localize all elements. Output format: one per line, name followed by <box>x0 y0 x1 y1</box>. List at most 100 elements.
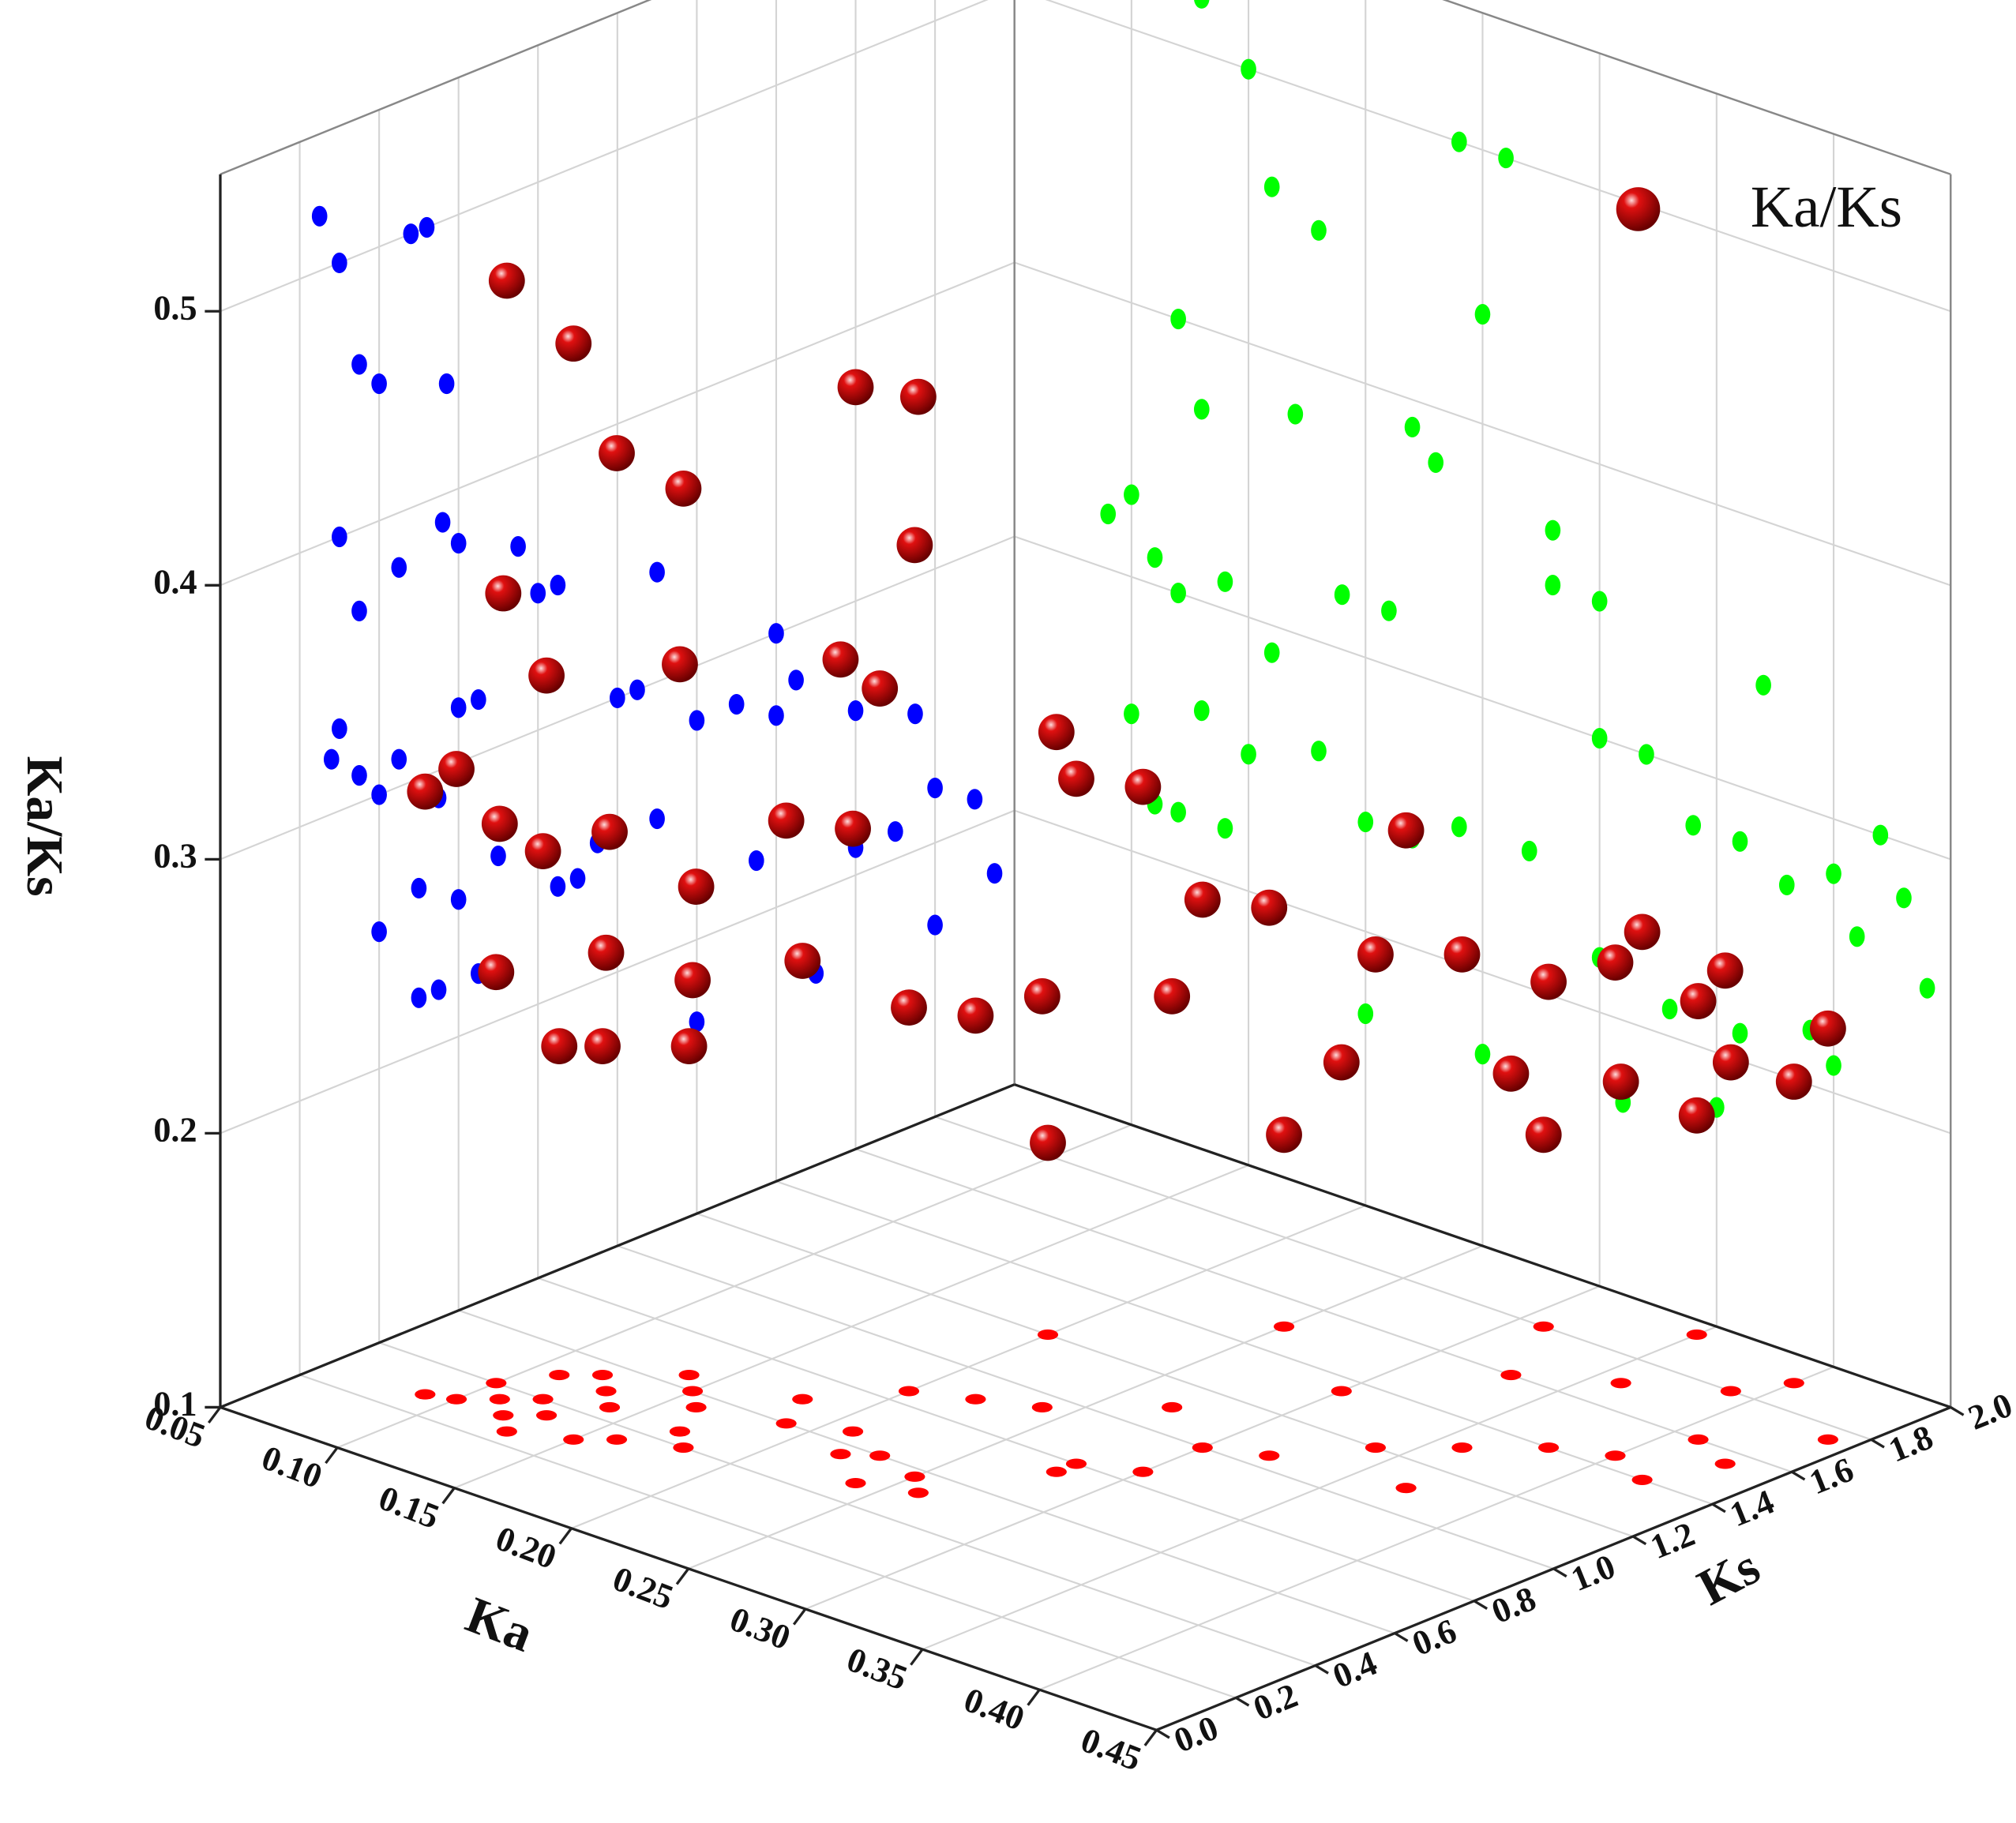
ka-wall-projection <box>1474 304 1491 325</box>
ka-wall-projection <box>1241 744 1256 765</box>
floor-projection <box>1451 1442 1473 1454</box>
grid-line <box>220 261 1016 587</box>
ka-wall-projection <box>1287 403 1304 425</box>
ka-wall-projection <box>1194 0 1210 9</box>
grid-line <box>617 1245 1554 1570</box>
z-tick-label: 0.4 <box>153 562 197 601</box>
data-point <box>591 813 628 850</box>
grid-line <box>1045 0 1951 313</box>
floor-projection <box>1259 1450 1280 1461</box>
ks-wall-projection <box>332 526 347 548</box>
ks-wall-projection <box>927 777 943 799</box>
floor-projection <box>678 1370 700 1381</box>
floor-projection <box>1037 1329 1059 1341</box>
data-point <box>1030 1124 1066 1161</box>
frame-edge <box>1014 1083 1951 1409</box>
data-point <box>1712 1044 1749 1081</box>
data-point <box>1124 768 1162 805</box>
ka-wall-projection <box>1193 399 1210 420</box>
z-tick-label: 0.1 <box>153 1385 197 1424</box>
ka-wall-projection <box>1263 642 1280 663</box>
ka-wall-projection <box>1311 741 1327 762</box>
ka-wall-projection <box>1357 811 1374 833</box>
data-point <box>599 435 635 471</box>
ka-wall-projection <box>1311 219 1327 241</box>
y-tick-label: 1.6 <box>1804 1450 1859 1502</box>
floor-projection <box>1273 1321 1295 1332</box>
ka-wall-projection <box>1872 824 1889 846</box>
y-tick <box>1473 1600 1489 1610</box>
y-tick-label: 1.4 <box>1725 1482 1780 1534</box>
ka-wall-projection <box>1170 308 1186 330</box>
ka-wall-projection <box>1826 1055 1841 1076</box>
data-point <box>555 325 592 362</box>
ka-wall-projection <box>1732 831 1748 852</box>
y-tick-label: 1.8 <box>1883 1418 1939 1470</box>
legend-label: Ka/Ks <box>1751 174 1902 240</box>
ks-wall-projection <box>530 583 546 604</box>
ka-wall-projection <box>1170 583 1186 604</box>
ka-wall-projection <box>1545 520 1561 541</box>
data-point <box>407 773 444 810</box>
floor-projection <box>1031 1401 1053 1412</box>
ks-wall-projection <box>419 216 435 238</box>
data-point <box>957 997 994 1034</box>
ka-wall-projection <box>1732 1022 1748 1044</box>
y-tick-label: 1.2 <box>1645 1514 1700 1566</box>
grid-line <box>775 1180 1713 1506</box>
floor-projection <box>1688 1434 1709 1445</box>
floor-projection <box>1395 1483 1417 1494</box>
data-point <box>891 989 927 1026</box>
data-point <box>1184 881 1221 918</box>
data-point <box>1251 889 1288 926</box>
ks-wall-projection <box>311 205 328 227</box>
ks-wall-projection <box>927 914 943 936</box>
ks-wall-projection <box>967 789 983 810</box>
ka-wall-projection <box>1826 863 1841 884</box>
y-tick <box>1314 1664 1329 1675</box>
floor-projection <box>1192 1442 1213 1454</box>
ka-wall-projection <box>1919 977 1935 999</box>
ka-wall-projection <box>1193 700 1210 722</box>
data-point <box>1038 714 1075 751</box>
x-tick <box>558 1527 573 1545</box>
floor-projection <box>842 1426 864 1437</box>
ka-wall-projection <box>1100 503 1117 525</box>
ks-wall-projection <box>450 697 467 718</box>
data-point <box>862 670 899 707</box>
floor-projection <box>595 1386 617 1397</box>
data-point <box>822 641 859 678</box>
ka-wall-projection <box>1241 58 1256 80</box>
x-tick-label: 0.15 <box>374 1479 445 1536</box>
x-tick-label: 0.35 <box>842 1640 913 1697</box>
ka-wall-projection <box>1474 1044 1491 1065</box>
grid-line <box>458 1309 1395 1634</box>
floor-projection <box>1533 1321 1554 1332</box>
data-point <box>541 1028 578 1065</box>
y-tick <box>1950 1406 1965 1416</box>
floor-projection <box>1631 1474 1653 1485</box>
y-tick-label: 0.0 <box>1169 1708 1224 1760</box>
y-tick <box>1394 1632 1409 1642</box>
floor-projection <box>904 1471 925 1482</box>
ks-wall-projection <box>471 689 486 711</box>
ks-wall-projection <box>569 868 586 889</box>
y-tick-label: 0.2 <box>1248 1676 1303 1728</box>
ka-wall-projection <box>1170 801 1186 823</box>
ks-wall-projection <box>550 575 566 596</box>
data-point <box>1602 1063 1639 1100</box>
floor-projection <box>673 1442 694 1454</box>
ks-wall-projection <box>371 921 387 943</box>
floor-projection <box>685 1401 707 1412</box>
data-point <box>1266 1116 1302 1153</box>
floor-projection <box>1331 1386 1352 1397</box>
floor-projection <box>591 1370 614 1381</box>
ka-wall-projection <box>1124 484 1139 505</box>
data-point <box>588 934 625 971</box>
floor-projection <box>1046 1466 1067 1477</box>
data-point <box>662 646 698 683</box>
ks-wall-projection <box>749 850 764 872</box>
z-tick-label: 0.3 <box>153 836 197 875</box>
ka-wall-projection <box>1896 887 1912 909</box>
